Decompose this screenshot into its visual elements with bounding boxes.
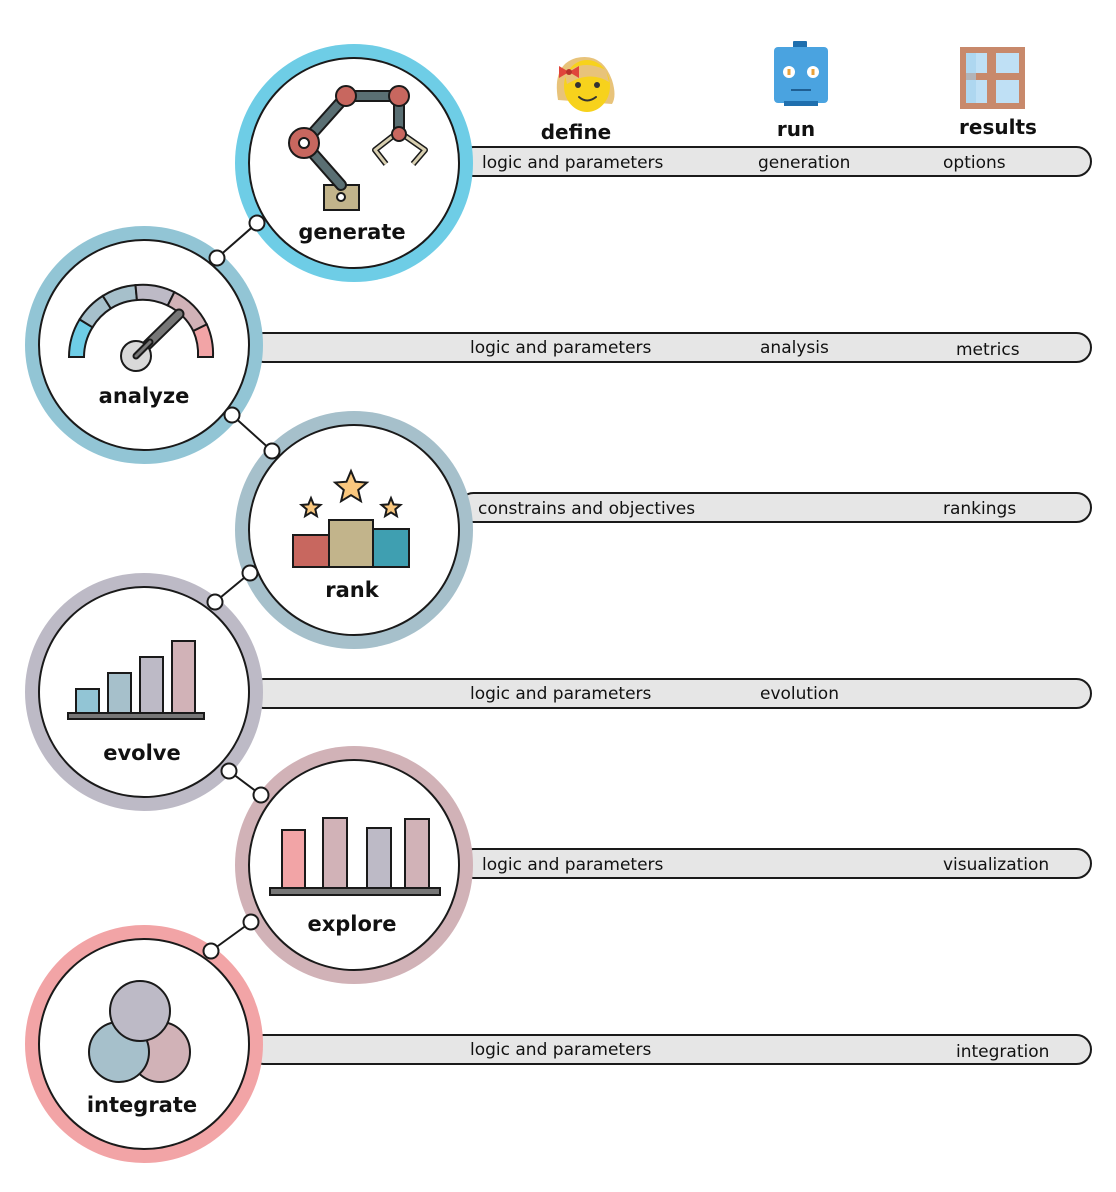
bar-analyze-results: metrics bbox=[956, 340, 1020, 360]
header-results-label: results bbox=[959, 115, 1037, 139]
header-run-label: run bbox=[777, 117, 815, 141]
stage-integrate-label: integrate bbox=[87, 1093, 197, 1117]
bar-generate: logic and parameters generation options bbox=[458, 146, 1092, 177]
podium-stars-icon bbox=[292, 468, 410, 568]
header-define: define bbox=[541, 56, 615, 144]
gauge-icon bbox=[67, 283, 215, 372]
stage-evolve: evolve bbox=[25, 573, 263, 811]
stage-rank: rank bbox=[235, 411, 473, 649]
header-run: run bbox=[774, 41, 828, 141]
bar-analyze-run: analysis bbox=[760, 338, 829, 358]
header-results: results bbox=[959, 47, 1037, 139]
bar-integrate-results: integration bbox=[956, 1042, 1049, 1062]
bar-generate-run: generation bbox=[758, 153, 850, 173]
bar-generate-results: options bbox=[943, 153, 1006, 173]
window-icon bbox=[960, 47, 1025, 109]
robot-arm-icon bbox=[288, 85, 428, 211]
stage-generate-label: generate bbox=[298, 220, 405, 244]
bar-analyze-define: logic and parameters bbox=[470, 338, 652, 358]
bar-rank: constrains and objectives rankings bbox=[458, 492, 1092, 523]
venn-circles-icon bbox=[88, 980, 191, 1083]
bar-explore-define: logic and parameters bbox=[482, 855, 664, 875]
bar-explore-results: visualization bbox=[943, 855, 1049, 875]
stage-analyze-label: analyze bbox=[99, 384, 190, 408]
stage-analyze: analyze bbox=[25, 226, 263, 464]
stage-integrate: integrate bbox=[25, 925, 263, 1163]
bar-analyze: logic and parameters analysis metrics bbox=[248, 332, 1092, 363]
girl-face-icon bbox=[556, 56, 615, 112]
bar-evolve-run: evolution bbox=[760, 684, 839, 704]
bar-rank-results: rankings bbox=[943, 499, 1016, 519]
bar-rank-define: constrains and objectives bbox=[478, 499, 695, 519]
bar-generate-define: logic and parameters bbox=[482, 153, 664, 173]
stage-rank-label: rank bbox=[325, 578, 379, 602]
bar-integrate-define: logic and parameters bbox=[470, 1040, 652, 1060]
robot-icon bbox=[774, 41, 828, 106]
stage-explore: explore bbox=[235, 746, 473, 984]
stage-explore-label: explore bbox=[307, 912, 396, 936]
bar-evolve: logic and parameters evolution bbox=[248, 678, 1092, 709]
bar-integrate: logic and parameters integration bbox=[248, 1034, 1092, 1065]
bar-explore: logic and parameters visualization bbox=[458, 848, 1092, 879]
stage-generate: generate bbox=[235, 44, 473, 282]
stage-evolve-label: evolve bbox=[103, 741, 181, 765]
header-define-label: define bbox=[541, 120, 612, 144]
bar-evolve-define: logic and parameters bbox=[470, 684, 652, 704]
bar-chart-icon bbox=[269, 817, 441, 896]
ascending-bars-icon bbox=[67, 640, 205, 720]
connector-dots bbox=[202, 214, 281, 960]
